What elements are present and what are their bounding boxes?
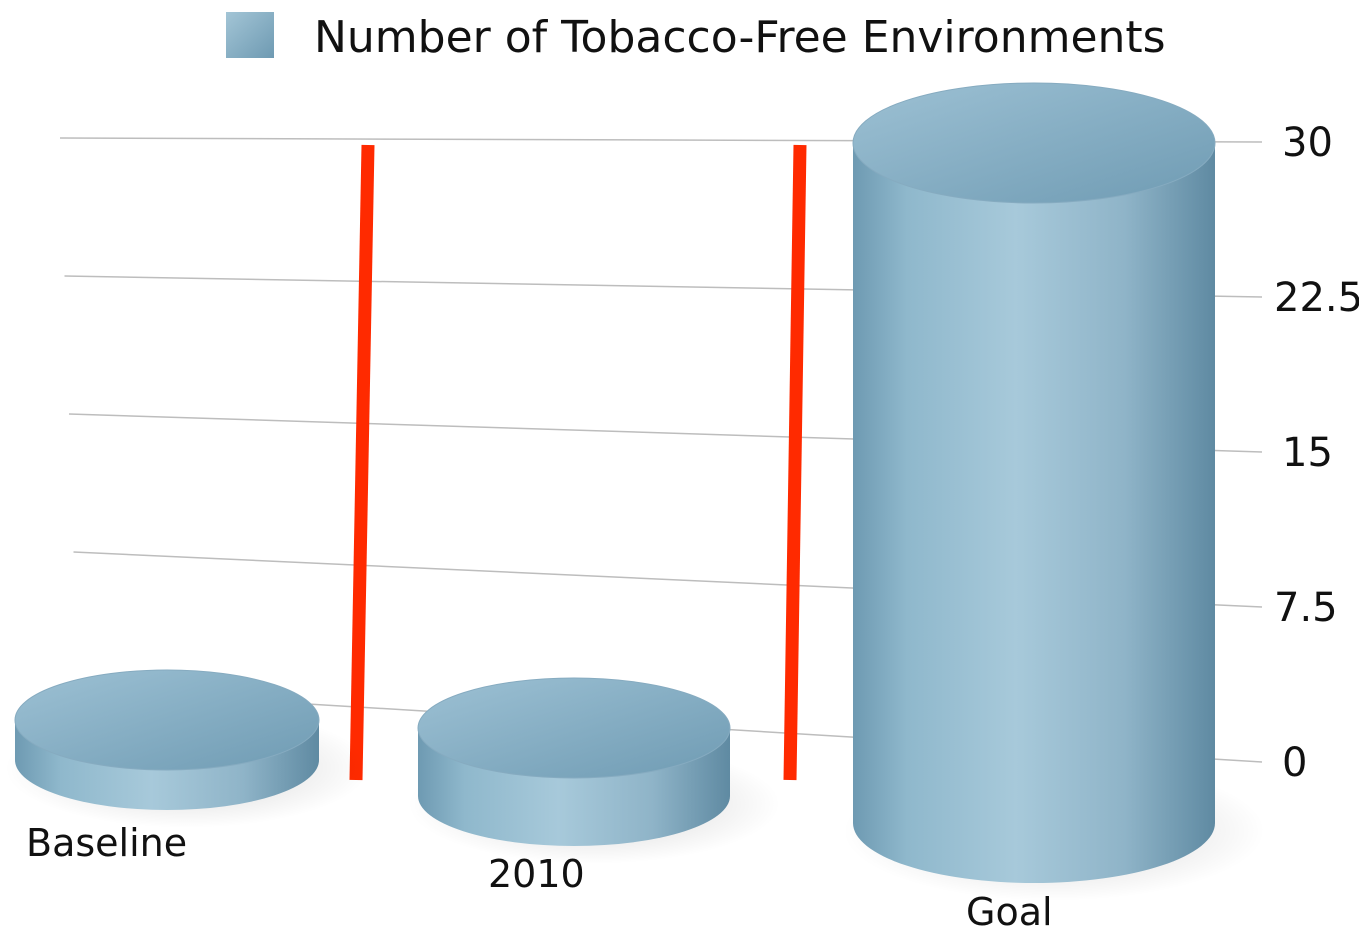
bar-top [14, 669, 320, 771]
y-tick-label: 30 [1282, 120, 1333, 166]
legend-label: Number of Tobacco-Free Environments [314, 12, 1166, 63]
legend: Number of Tobacco-Free Environments [226, 12, 1166, 63]
bar-top [852, 82, 1216, 204]
category-dividers [349, 144, 807, 781]
category-divider [783, 144, 807, 781]
bar-side [853, 143, 1215, 883]
y-tick-label: 15 [1282, 430, 1333, 476]
legend-swatch [226, 12, 274, 58]
bar-goal [843, 82, 1265, 901]
category-label: Goal [966, 890, 1053, 930]
y-axis-ticks: 0 7.5 15 22.5 30 [1274, 120, 1359, 786]
bars [5, 82, 1265, 901]
category-divider [349, 144, 375, 781]
y-tick-label: 22.5 [1274, 275, 1359, 321]
category-label: Baseline [26, 821, 187, 865]
category-label: 2010 [488, 852, 585, 896]
bar-baseline [5, 669, 369, 828]
bar-top [417, 677, 731, 779]
y-tick-label: 0 [1282, 740, 1307, 786]
category-labels: Baseline 2010 Goal [26, 821, 1053, 930]
bar-2010 [408, 677, 780, 864]
y-tick-label: 7.5 [1274, 585, 1338, 631]
